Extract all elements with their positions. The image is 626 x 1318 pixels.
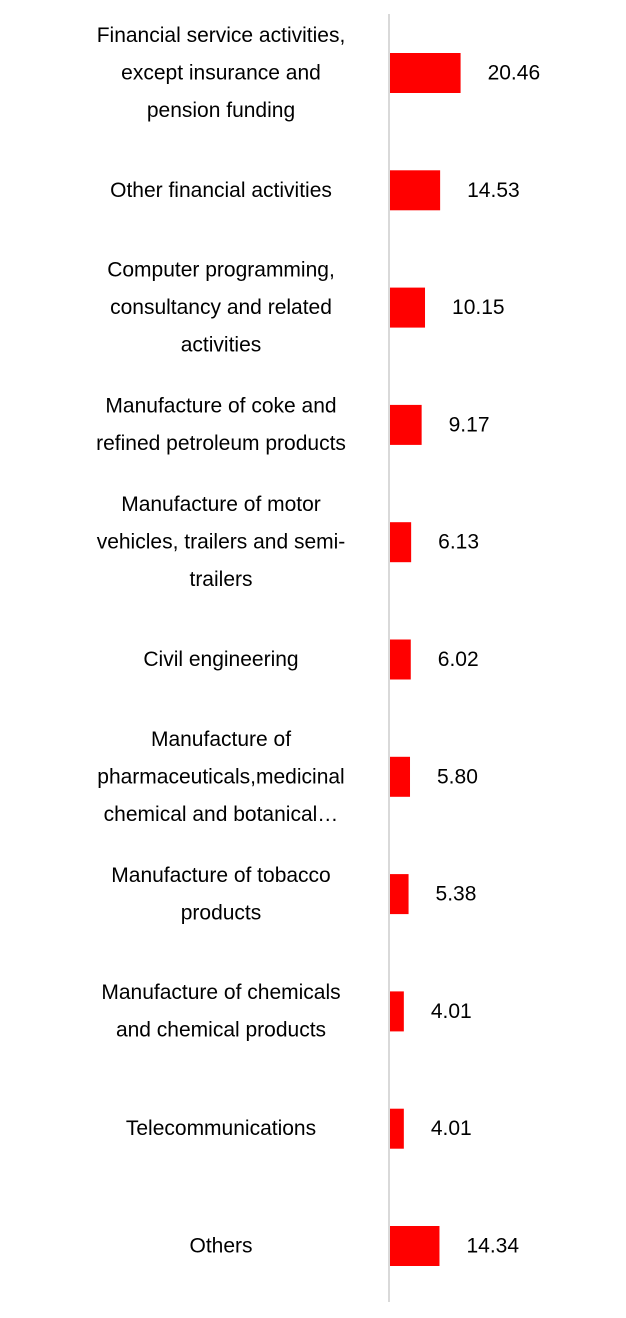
- category-label: Civil engineering: [143, 648, 298, 671]
- bar: [390, 639, 411, 680]
- bar: [390, 1108, 404, 1149]
- data-label: 14.53: [467, 179, 520, 202]
- data-label: 4.01: [431, 1117, 472, 1140]
- value-labels-group: 20.46 14.53 10.15 9.17 6.13 6.02 5.80 5.38 4.01 4…: [431, 62, 540, 1258]
- category-label: Telecommunications: [126, 1117, 316, 1140]
- data-label: 14.34: [466, 1235, 519, 1258]
- data-label: 9.17: [449, 413, 490, 436]
- category-label: Manufacture of coke and refined petroleum…: [96, 395, 346, 456]
- bar: [390, 287, 426, 328]
- bars-group: [390, 53, 461, 1266]
- bar: [390, 53, 461, 93]
- category-label-line: chemical and botanical…: [104, 803, 339, 826]
- data-label: 6.02: [438, 648, 479, 671]
- category-label: Manufacture of pharmaceuticals,medicinal c…: [97, 728, 344, 826]
- category-label-line: pharmaceuticals,medicinal: [97, 765, 344, 788]
- category-label: Other financial activities: [110, 179, 332, 202]
- bar: [390, 756, 411, 797]
- category-label: Manufacture of tobacco products: [111, 864, 330, 925]
- category-label-line: Financial service activities,: [97, 24, 346, 47]
- category-label-line: products: [181, 901, 262, 924]
- data-label: 6.13: [438, 531, 479, 554]
- category-label-line: Manufacture of chemicals: [101, 981, 340, 1004]
- category-label-line: except insurance and: [121, 62, 321, 85]
- category-label-line: Civil engineering: [143, 648, 298, 671]
- bar: [390, 991, 404, 1032]
- category-label-line: pension funding: [147, 99, 295, 122]
- category-label-line: Others: [189, 1235, 252, 1258]
- category-label-line: Manufacture of: [151, 728, 291, 751]
- bar: [390, 522, 412, 563]
- bar: [390, 170, 441, 211]
- category-label-line: Manufacture of motor: [121, 493, 321, 516]
- category-label-line: and chemical products: [116, 1019, 326, 1042]
- data-label: 10.15: [452, 296, 505, 319]
- category-label-line: Manufacture of coke and: [105, 395, 336, 418]
- bar: [390, 874, 409, 915]
- data-label: 5.80: [437, 765, 478, 788]
- data-label: 4.01: [431, 1000, 472, 1023]
- data-label: 20.46: [488, 62, 541, 85]
- category-label-line: Manufacture of tobacco: [111, 864, 330, 887]
- category-label-line: Telecommunications: [126, 1117, 316, 1140]
- category-labels-group: Financial service activities, except insu…: [96, 24, 346, 1258]
- category-label-line: Computer programming,: [107, 259, 335, 282]
- bar: [390, 1226, 440, 1266]
- bar: [390, 404, 422, 445]
- data-label: 5.38: [436, 883, 477, 906]
- category-label: Others: [189, 1235, 252, 1258]
- category-label: Manufacture of chemicals and chemical pro…: [101, 981, 340, 1042]
- category-label: Financial service activities, except insu…: [97, 24, 346, 122]
- category-label-line: activities: [181, 334, 262, 357]
- category-label-line: vehicles, trailers and semi-: [97, 531, 346, 554]
- category-label-line: trailers: [189, 568, 252, 591]
- category-label-line: refined petroleum products: [96, 432, 346, 455]
- category-label: Manufacture of motor vehicles, trailers a…: [97, 493, 346, 591]
- category-label-line: Other financial activities: [110, 179, 332, 202]
- category-label-line: consultancy and related: [110, 296, 332, 319]
- category-label: Computer programming, consultancy and rel…: [107, 259, 335, 357]
